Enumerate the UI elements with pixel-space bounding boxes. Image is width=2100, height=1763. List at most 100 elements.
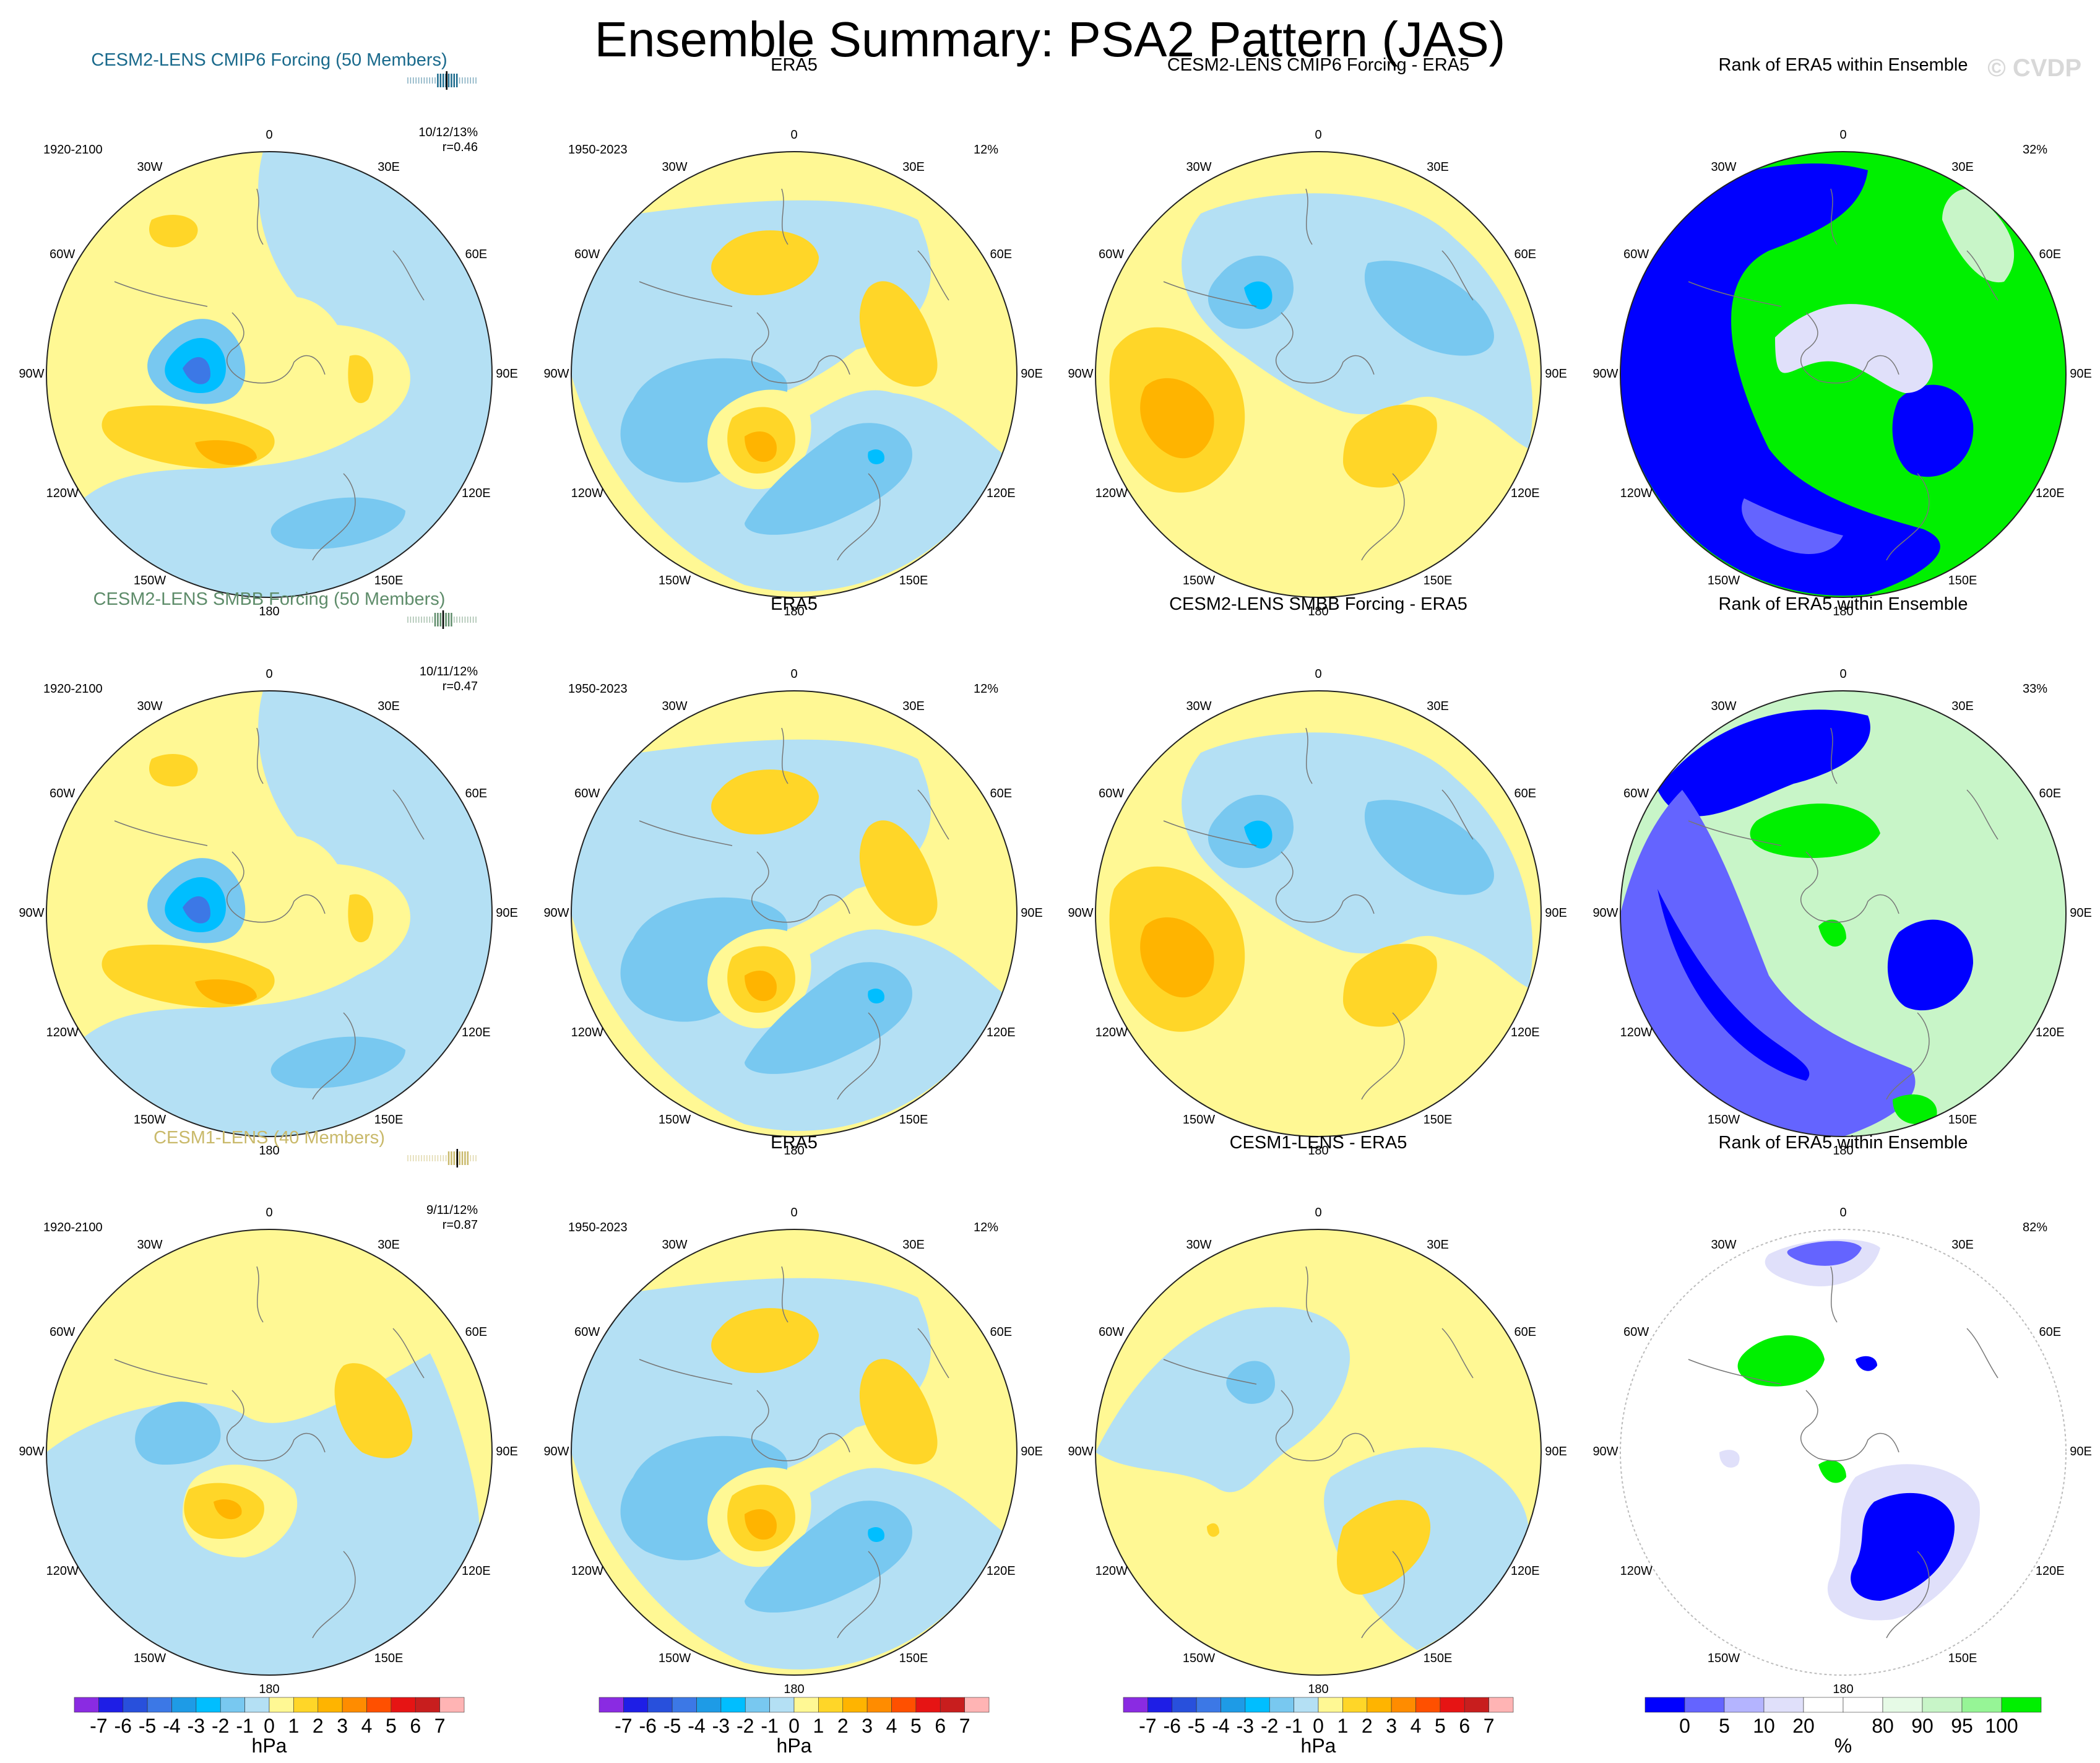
- longitude-label: 90W: [1068, 906, 1094, 920]
- colorbar-tick-label: -2: [737, 1715, 754, 1737]
- anomaly-contour-1: [84, 691, 492, 1137]
- colorbar-tick-label: -2: [212, 1715, 230, 1737]
- longitude-label: 60W: [1623, 787, 1649, 800]
- colorbar-tick-label: 3: [1386, 1715, 1398, 1737]
- longitude-label: 0: [266, 667, 273, 681]
- longitude-label: 30W: [1711, 1237, 1737, 1252]
- longitude-label: 150E: [1423, 574, 1453, 588]
- colorbar-tick-label: -5: [663, 1715, 681, 1737]
- longitude-label: 90E: [2070, 367, 2092, 381]
- longitude-label: 150W: [1707, 574, 1740, 588]
- longitude-label: 180: [259, 1683, 280, 1696]
- model-panel-title: CESM1-LENS (40 Members): [153, 1128, 385, 1148]
- pattern-corr: r=0.46: [442, 141, 478, 154]
- map-border: [571, 1229, 1018, 1676]
- colorbar-swatch: [696, 1697, 722, 1713]
- longitude-label: 90E: [1021, 367, 1043, 381]
- diff-panel-title: CESM2-LENS CMIP6 Forcing - ERA5: [1167, 55, 1470, 75]
- colorbar-swatch: [1269, 1697, 1294, 1713]
- longitude-label: 30E: [902, 160, 925, 174]
- anomaly-contour-6: [1140, 917, 1214, 998]
- colorbar-tick-label: 4: [886, 1715, 897, 1737]
- coastline: [639, 188, 949, 561]
- longitude-label: 120E: [986, 487, 1016, 500]
- longitude-label: 0: [1839, 128, 1847, 142]
- obs-panel-title: ERA5: [771, 594, 818, 614]
- rank-panel-title: Rank of ERA5 within Ensemble: [1718, 1133, 1968, 1153]
- colorbar-swatch: [720, 1697, 746, 1713]
- anomaly-contour-4: [1892, 384, 1974, 477]
- colorbar-tick-label: 0: [1313, 1715, 1324, 1737]
- colorbar-swatch: [818, 1697, 844, 1713]
- period-label: 1920-2100: [43, 1221, 103, 1234]
- colorbar-tick-label: -3: [712, 1715, 730, 1737]
- longitude-label: 30E: [902, 1237, 925, 1252]
- map-border: [1095, 690, 1542, 1137]
- longitude-label: 150W: [133, 1652, 166, 1666]
- anomaly-contour-4: [1657, 889, 1810, 1081]
- colorbar-swatch: [293, 1697, 319, 1713]
- longitude-label: 30W: [137, 699, 163, 713]
- coastline: [1163, 188, 1474, 561]
- colorbar-swatch: [1391, 1697, 1416, 1713]
- longitude-label: 60W: [50, 248, 76, 261]
- colorbar-tick-label: -4: [1212, 1715, 1230, 1737]
- longitude-label: 30W: [137, 1237, 163, 1252]
- colorbar-swatch: [891, 1697, 917, 1713]
- colorbar-tick-label: 5: [385, 1715, 397, 1737]
- colorbar-swatch: [147, 1697, 172, 1713]
- longitude-label: 150W: [1182, 1113, 1216, 1127]
- anomaly-contour-1: [1095, 1307, 1350, 1492]
- longitude-label: 180: [259, 605, 280, 618]
- pattern-corr: r=0.47: [442, 680, 478, 693]
- longitude-label: 120W: [46, 487, 79, 500]
- rank-colorbar: [1644, 1697, 2042, 1713]
- coastline: [1688, 727, 1998, 1100]
- colorbar-swatch: [1843, 1697, 1883, 1713]
- anomaly-contour-7: [1343, 943, 1437, 1027]
- colorbar-swatch: [1415, 1697, 1441, 1713]
- colorbar-tick-label: -3: [187, 1715, 205, 1737]
- longitude-label: 30E: [1427, 160, 1449, 174]
- model-panel-title: CESM2-LENS CMIP6 Forcing (50 Members): [91, 50, 447, 70]
- longitude-label: 60W: [1099, 787, 1125, 800]
- anomaly-contour-3: [711, 230, 819, 295]
- longitude-label: 120E: [986, 1564, 1016, 1578]
- longitude-label: 90W: [1068, 367, 1094, 381]
- longitude-label: 60W: [1099, 248, 1125, 261]
- colorbar-swatch: [1123, 1697, 1148, 1713]
- longitude-label: 90E: [1545, 1445, 1567, 1458]
- anomaly-contour-10: [270, 497, 405, 549]
- colorbar-tick-label: 10: [1753, 1715, 1775, 1737]
- longitude-label: 0: [266, 1206, 273, 1219]
- rank-pct: 33%: [2023, 682, 2048, 696]
- colorbar-swatch: [1367, 1697, 1392, 1713]
- colorbar-swatch: [1221, 1697, 1246, 1713]
- anomaly-contour-2: [1787, 1241, 1862, 1266]
- longitude-label: 180: [1833, 1144, 1854, 1158]
- colorbar-tick-label: 6: [410, 1715, 421, 1737]
- anomaly-contour-6: [348, 894, 374, 943]
- longitude-label: 0: [266, 128, 273, 142]
- longitude-label: 120W: [1620, 487, 1653, 500]
- longitude-label: 0: [1315, 128, 1322, 142]
- anomaly-contour-5: [195, 440, 257, 466]
- longitude-label: 90E: [2070, 906, 2092, 920]
- rank-panel-title: Rank of ERA5 within Ensemble: [1718, 55, 1968, 75]
- longitude-label: 120E: [1510, 1026, 1540, 1039]
- period-label: 1950-2023: [568, 1221, 628, 1234]
- longitude-label: 30E: [1951, 160, 1974, 174]
- obs-map-1: [571, 151, 1018, 598]
- period-label: 1920-2100: [43, 682, 103, 696]
- colorbar-swatch: [623, 1697, 649, 1713]
- colorbar-swatch: [2001, 1697, 2042, 1713]
- longitude-label: 180: [784, 1683, 805, 1696]
- anomaly-contour-6: [214, 1499, 242, 1520]
- longitude-label: 30E: [378, 160, 400, 174]
- longitude-label: 120W: [1095, 1564, 1128, 1578]
- anomaly-contour-3: [1226, 1361, 1275, 1404]
- ensemble-member-strip: [407, 610, 477, 629]
- longitude-label: 150W: [658, 574, 691, 588]
- longitude-label: 150W: [1707, 1113, 1740, 1127]
- longitude-label: 90E: [1021, 906, 1043, 920]
